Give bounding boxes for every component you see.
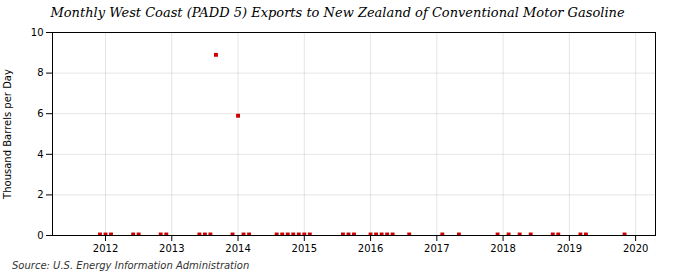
svg-text:2018: 2018 [490,243,515,254]
svg-text:Thousand Barrels per Day: Thousand Barrels per Day [2,69,13,200]
svg-text:2016: 2016 [358,243,383,254]
svg-text:2015: 2015 [292,243,317,254]
svg-text:2014: 2014 [225,243,250,254]
svg-text:8: 8 [37,67,43,78]
svg-text:2020: 2020 [623,243,648,254]
html-text:Monthly West Coast (PADD 5) Ex: Monthly West Coast (PADD 5) Exports to N… [50,5,625,20]
svg-text:2019: 2019 [557,243,582,254]
svg-text:4: 4 [37,149,43,160]
html-text:Source: U.S. Energy Informatio: Source: U.S. Energy Information Administ… [12,260,250,271]
svg-text:2012: 2012 [93,243,118,254]
svg-text:6: 6 [37,108,43,119]
svg-text:2013: 2013 [159,243,184,254]
svg-text:10: 10 [31,27,44,38]
svg-text:2: 2 [37,189,43,200]
svg-text:0: 0 [37,230,43,241]
svg-text:2017: 2017 [424,243,449,254]
